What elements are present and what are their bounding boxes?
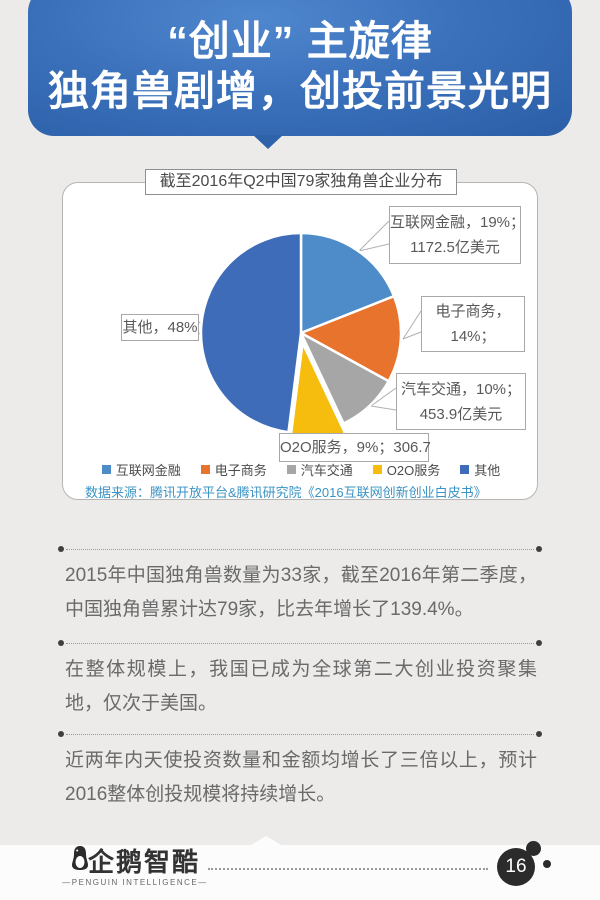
callout-line: 互联网金融，19%； xyxy=(390,214,526,231)
legend-item-internet-finance: 互联网金融 xyxy=(101,460,181,479)
chart-source: 数据来源：腾讯开放平台&腾讯研究院《2016互联网创新创业白皮书》 xyxy=(85,485,487,500)
brand-logo: 企鹅智酷 —PENGUIN INTELLIGENCE— xyxy=(55,846,215,887)
legend-marker-icon xyxy=(101,464,111,474)
paragraph-unicorn-count: 2015年中国独角兽数量为33家，截至2016年第二季度，中国独角兽累计达79家… xyxy=(65,565,537,620)
pie-slice-1 xyxy=(299,294,403,383)
chart-card: 互联网金融，19%； 1172.5亿美元 电子商务， 14%； 汽车交通，10%… xyxy=(62,182,538,500)
separator-dot xyxy=(536,640,542,646)
separator-dash xyxy=(66,733,534,735)
chart-legend: 互联网金融 电子商务 汽车交通 O2O服务 其他 xyxy=(63,460,539,478)
footer: 企鹅智酷 —PENGUIN INTELLIGENCE— 16 xyxy=(0,841,600,900)
separator-dot xyxy=(58,731,64,737)
footer-dotted-line xyxy=(208,868,488,870)
separator-dot xyxy=(536,546,542,552)
page-badge-small-circle xyxy=(526,841,541,856)
legend-marker-icon xyxy=(200,464,210,474)
separator xyxy=(58,730,542,738)
callout-connector-auto-transport xyxy=(370,387,397,411)
callout-line: 其他，48% xyxy=(122,319,198,336)
callout-line: 14%； xyxy=(450,328,496,345)
separator xyxy=(58,545,542,553)
legend-marker-icon xyxy=(460,464,470,474)
header-title-line2: 独角兽剧增，创投前景光明 xyxy=(48,68,552,114)
paragraph-global-rank: 在整体规模上，我国已成为全球第二大创业投资聚集地，仅次于美国。 xyxy=(65,659,537,714)
callout-o2o: O2O服务，9%；306.7 xyxy=(279,433,431,462)
page-number-badge: 16 xyxy=(497,848,535,886)
callout-line: 1172.5亿美元 xyxy=(410,239,500,256)
legend-label: O2O服务 xyxy=(386,462,441,478)
legend-item-ecommerce: 电子商务 xyxy=(200,460,267,479)
chart-title: 截至2016年Q2中国79家独角兽企业分布 xyxy=(145,169,457,195)
paragraph-angel-investment: 近两年内天使投资数量和金额均增长了三倍以上，预计2016整体创投规模将持续增长。 xyxy=(65,750,537,805)
legend-label: 其他 xyxy=(474,462,501,478)
callout-connector-internet-finance xyxy=(358,220,390,252)
callout-line: 汽车交通，10%； xyxy=(400,380,522,398)
legend-label: 互联网金融 xyxy=(115,462,181,478)
callout-auto-transport: 汽车交通，10%； 453.9亿美元 xyxy=(396,373,526,430)
legend-marker-icon xyxy=(372,464,382,474)
callout-line: O2O服务，9%；306.7 xyxy=(280,439,431,456)
separator-dot xyxy=(58,546,64,552)
footer-notch-triangle xyxy=(251,836,281,845)
separator-dash xyxy=(66,642,534,644)
penguin-icon xyxy=(71,846,88,870)
callout-connector-ecommerce xyxy=(402,310,422,340)
legend-marker-icon xyxy=(286,464,296,474)
brand-subtitle: —PENGUIN INTELLIGENCE— xyxy=(62,878,208,887)
callout-ecommerce: 电子商务， 14%； xyxy=(421,296,525,352)
callout-other: 其他，48% xyxy=(121,314,199,341)
pie-slice-2 xyxy=(299,331,390,425)
callout-line: 453.9亿美元 xyxy=(419,405,503,423)
legend-item-other: 其他 xyxy=(460,460,500,479)
pie-slice-4 xyxy=(199,231,303,434)
header-pointer-triangle xyxy=(253,135,283,149)
header-title-line1: “创业” 主旋律 xyxy=(167,18,433,64)
separator-dash xyxy=(66,548,534,550)
pie-chart xyxy=(198,220,422,445)
separator-dot xyxy=(536,731,542,737)
legend-item-o2o: O2O服务 xyxy=(372,460,441,479)
legend-label: 汽车交通 xyxy=(300,462,353,478)
page-badge-dot xyxy=(543,860,551,868)
header-banner: “创业” 主旋律 独角兽剧增，创投前景光明 xyxy=(28,0,572,136)
callout-internet-finance: 互联网金融，19%； 1172.5亿美元 xyxy=(389,206,526,264)
separator-dot xyxy=(58,640,64,646)
pie-slice-0 xyxy=(299,231,396,335)
legend-item-auto-transport: 汽车交通 xyxy=(286,460,353,479)
legend-label: 电子商务 xyxy=(214,462,267,478)
brand-name: 企鹅智酷 xyxy=(87,847,200,877)
separator xyxy=(58,639,542,647)
callout-line: 电子商务， xyxy=(435,303,511,320)
